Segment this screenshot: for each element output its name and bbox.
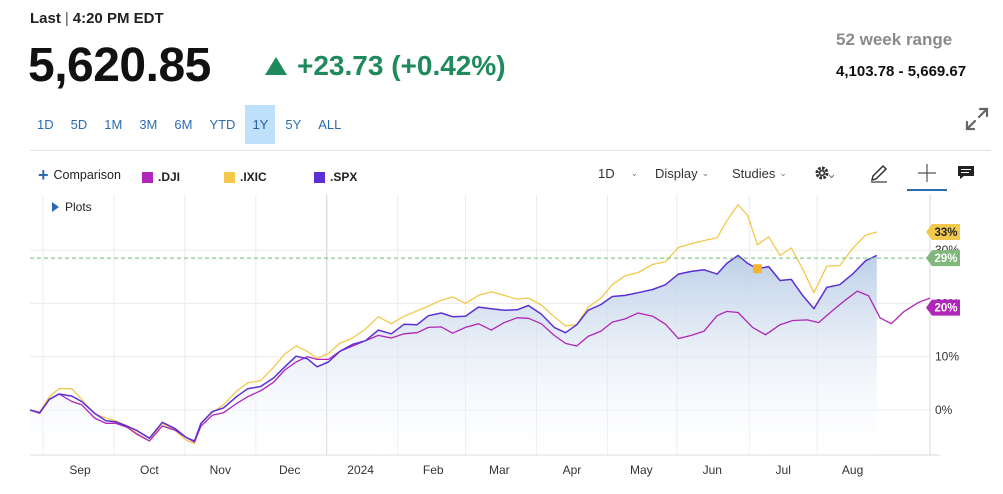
chevron-down-icon: ⌄ xyxy=(779,168,787,178)
series-line-dji xyxy=(29,290,931,443)
price-change: +23.73 (+0.42%) xyxy=(265,50,506,82)
plots-label: Plots xyxy=(65,200,92,214)
comment-icon[interactable] xyxy=(955,162,977,184)
legend-item-spx[interactable]: .SPX xyxy=(314,170,357,184)
crosshair-active-indicator xyxy=(907,189,947,191)
interval-label: 1D xyxy=(598,166,615,181)
event-marker xyxy=(752,264,762,274)
badge-spx: 29% xyxy=(926,250,960,267)
period-tab-3m[interactable]: 3M xyxy=(139,117,158,132)
x-tick-label: Aug xyxy=(842,463,863,477)
plots-toggle[interactable]: Plots xyxy=(52,200,92,214)
triangle-right-icon xyxy=(52,202,59,212)
series-lines xyxy=(29,204,931,445)
x-tick-label: Mar xyxy=(489,463,510,477)
period-tab-5d[interactable]: 5D xyxy=(70,117,88,132)
expand-arrows-icon[interactable] xyxy=(964,106,990,132)
period-tab-all[interactable]: ALL xyxy=(318,117,342,132)
pencil-icon[interactable] xyxy=(868,162,890,184)
last-value-badges: 33% 29% 20% xyxy=(926,223,960,316)
chart-toolbar: + Comparison .DJI .IXIC .SPX 1D ⌄ Displa… xyxy=(30,160,990,191)
gear-icon[interactable] xyxy=(812,162,834,184)
x-tick-label: 2024 xyxy=(347,463,374,477)
legend-label-dji: .DJI xyxy=(158,170,181,184)
x-tick-label: Dec xyxy=(279,463,300,477)
legend-swatch-ixic xyxy=(224,171,235,183)
interval-dropdown[interactable]: 1D ⌄ xyxy=(598,166,638,181)
x-tick-label: Sep xyxy=(69,463,91,477)
separator: | xyxy=(64,10,69,27)
chevron-down-icon: ⌄ xyxy=(630,168,639,178)
comparison-button[interactable]: + Comparison xyxy=(38,165,121,185)
crosshair-icon[interactable] xyxy=(916,162,938,184)
period-tab-5y[interactable]: 5Y xyxy=(285,117,302,132)
last-label: Last xyxy=(30,10,61,27)
legend-label-spx: .SPX xyxy=(330,170,358,184)
period-tab-ytd[interactable]: YTD xyxy=(209,117,236,132)
x-tick-label: May xyxy=(630,463,653,477)
last-trade-line: Last | 4:20 PM EDT xyxy=(30,10,164,27)
display-dropdown[interactable]: Display ⌄ xyxy=(655,166,709,181)
display-label: Display xyxy=(655,166,698,181)
badge-dji: 20% xyxy=(926,299,960,316)
badge-label: 20% xyxy=(934,303,957,315)
badge-shape xyxy=(926,250,960,267)
badge-label: 29% xyxy=(934,253,957,265)
badge-shape xyxy=(926,223,960,240)
legend-swatch-spx xyxy=(314,171,325,183)
badge-ixic: 33% xyxy=(926,223,960,240)
series-line-spx xyxy=(29,254,878,442)
x-axis: Sep Oct Nov Dec 2024 Feb Mar Apr May Jun Jul Aug xyxy=(69,463,863,477)
52-week-range-value: 4,103.78 - 5,669.67 xyxy=(836,63,967,80)
badge-label: 33% xyxy=(934,227,957,239)
header-divider xyxy=(30,150,991,151)
period-tabs: 1D 5D 1M 3M 6M YTD 1Y 5Y ALL xyxy=(30,105,351,144)
x-tick-label: Jul xyxy=(776,463,791,477)
legend-label-ixic: .IXIC xyxy=(240,170,267,184)
plus-icon: + xyxy=(38,165,49,185)
up-arrow-icon xyxy=(265,57,287,75)
y-axis: 0%10%20%30% xyxy=(935,243,959,417)
legend-item-ixic[interactable]: .IXIC xyxy=(224,170,267,184)
last-price: 5,620.85 xyxy=(28,39,211,92)
spx-area-fill xyxy=(30,255,877,455)
x-tick-label: Feb xyxy=(423,463,444,477)
period-tab-1y[interactable]: 1Y xyxy=(245,105,276,144)
studies-dropdown[interactable]: Studies ⌄ xyxy=(732,166,787,181)
x-tick-label: Jun xyxy=(703,463,722,477)
legend-swatch-dji xyxy=(142,171,153,183)
comparison-label: Comparison xyxy=(53,168,121,182)
x-tick-label: Nov xyxy=(210,463,231,477)
x-tick-label: Oct xyxy=(140,463,159,477)
x-tick-label: Apr xyxy=(563,463,582,477)
period-tab-6m[interactable]: 6M xyxy=(174,117,193,132)
period-tab-1d[interactable]: 1D xyxy=(37,117,54,132)
studies-label: Studies xyxy=(732,166,776,181)
period-tab-1m[interactable]: 1M xyxy=(104,117,123,132)
y-tick-label: 10% xyxy=(935,350,959,364)
y-tick-label: 0% xyxy=(935,403,953,417)
last-time: 4:20 PM EDT xyxy=(72,10,164,27)
badge-shape xyxy=(926,299,960,316)
price-change-value: +23.73 (+0.42%) xyxy=(297,50,506,81)
legend-item-dji[interactable]: .DJI xyxy=(142,170,180,184)
52-week-range-label: 52 week range xyxy=(836,30,953,49)
chevron-down-icon: ⌄ xyxy=(701,168,710,178)
